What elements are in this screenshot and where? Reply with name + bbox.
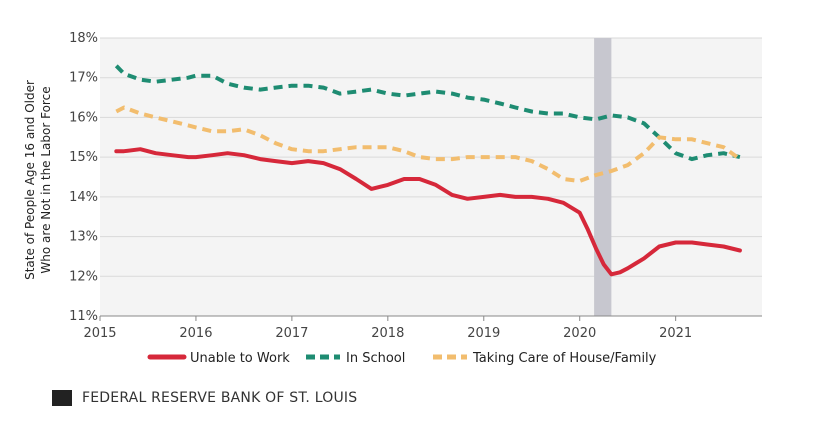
y-tick-label-11: 11%	[69, 309, 98, 324]
x-tick-label-2020: 2020	[563, 326, 596, 341]
series-line-taking-care-of-house-family	[115, 105, 742, 183]
y-tick-label-17: 17%	[69, 71, 98, 86]
plot-area	[100, 38, 762, 316]
source-label: FEDERAL RESERVE BANK OF ST. LOUIS	[82, 390, 358, 406]
y-axis-title: State of People Age 16 and Older Who are…	[23, 80, 53, 280]
legend-item-unable-to-work: Unable to Work	[147, 351, 290, 366]
x-tick-label-2015: 2015	[83, 326, 116, 341]
source-attribution: FEDERAL RESERVE BANK OF ST. LOUIS	[52, 388, 357, 408]
recession-band-group	[594, 38, 612, 316]
recession-band	[594, 38, 612, 316]
plot-background	[100, 38, 762, 316]
y-tick-label-13: 13%	[69, 230, 98, 245]
x-tick-label-2018: 2018	[371, 326, 404, 341]
y-axis-title-line-2: Who are Not in the Labor Force	[39, 86, 53, 273]
legend-item-in-school: In School	[306, 351, 405, 366]
y-tick-label-14: 14%	[69, 190, 98, 205]
series-lines	[114, 64, 742, 277]
series-line-in-school	[114, 64, 741, 162]
y-tick-label-16: 16%	[69, 110, 98, 125]
fed-logo-mark	[52, 390, 72, 406]
x-tick-label-2016: 2016	[179, 326, 212, 341]
legend-label-taking-care: Taking Care of House/Family	[472, 351, 657, 366]
y-axis-title-line-1: State of People Age 16 and Older	[23, 80, 37, 280]
axes: 11% 12% 13% 14% 15% 16% 17% 18% 2015 2016 2017 2018…	[69, 31, 762, 341]
legend-item-taking-care: Taking Care of House/Family	[433, 351, 657, 366]
y-tick-label-15: 15%	[69, 150, 98, 165]
x-tick-label-2021: 2021	[659, 326, 692, 341]
legend-label-unable-to-work: Unable to Work	[190, 351, 290, 366]
x-tick-label-2019: 2019	[467, 326, 500, 341]
legend-label-in-school: In School	[346, 351, 405, 366]
x-tick-label-2017: 2017	[275, 326, 308, 341]
legend: Unable to Work In School Taking Care of …	[147, 351, 657, 366]
y-tick-label-18: 18%	[69, 31, 98, 46]
series-line-unable-to-work	[114, 147, 742, 277]
y-tick-label-12: 12%	[69, 269, 98, 284]
